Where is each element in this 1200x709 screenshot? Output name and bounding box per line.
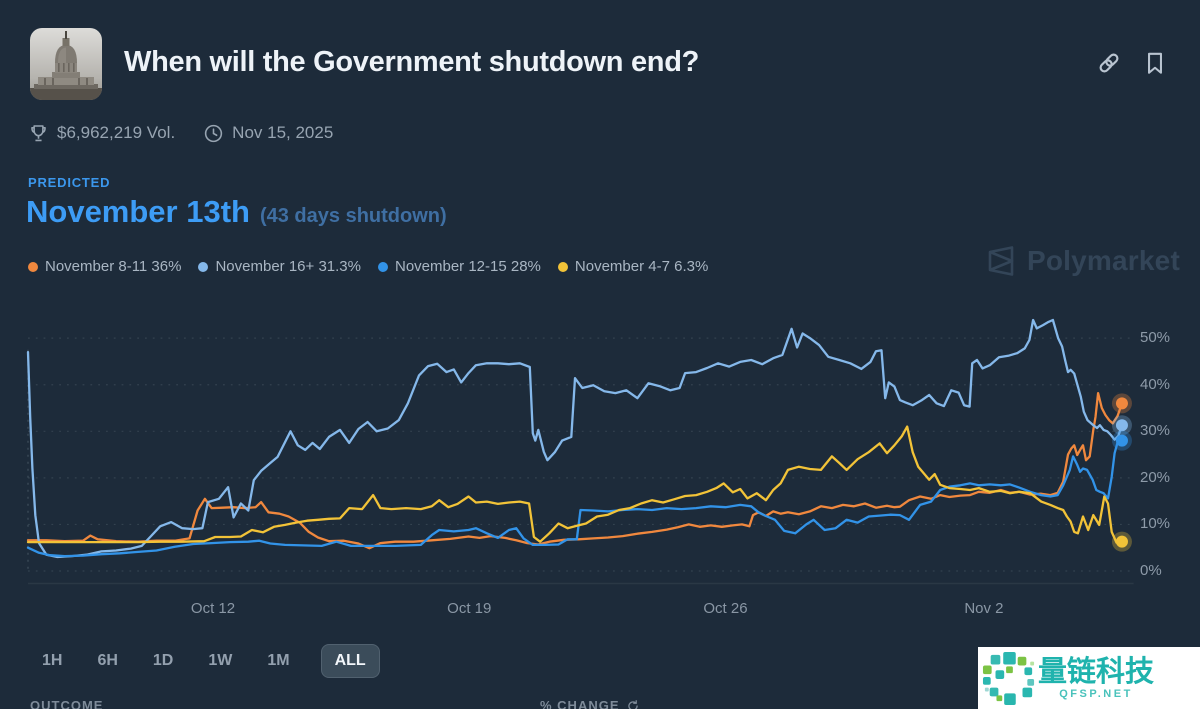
site-watermark: 量链科技 QFSP.NET [978, 647, 1200, 709]
y-axis-tick: 50% [1140, 329, 1171, 347]
y-axis-tick: 40% [1140, 375, 1171, 393]
site-watermark-title: 量链科技 [1038, 655, 1155, 688]
legend-item-nov-12-15[interactable]: November 12-15 28% [377, 258, 541, 275]
volume-text: $6,962,219 Vol. [57, 123, 176, 142]
outcome-column-header: OUTCOME [30, 698, 104, 709]
market-image-capitol [30, 28, 102, 100]
refresh-icon[interactable] [626, 699, 640, 709]
timeframe-1h-button[interactable]: 1H [42, 652, 63, 669]
y-axis-tick: 20% [1140, 468, 1171, 486]
legend-dot-icon [377, 261, 388, 272]
predicted-note: (43 days shutdown) [259, 205, 447, 227]
legend-dot-icon [557, 261, 568, 272]
y-axis-tick: 0% [1140, 562, 1162, 579]
timeframe-1m-button[interactable]: 1M [267, 652, 290, 669]
trophy-icon [31, 125, 46, 142]
clock-icon [205, 124, 223, 142]
legend-item-nov-16plus[interactable]: November 16+ 31.3% [198, 258, 361, 275]
outcome-table-header: OUTCOME % CHANGE [30, 698, 1170, 709]
y-axis-tick: 10% [1140, 515, 1171, 533]
timeframe-selector: 1H 6H 1D 1W 1M ALL [38, 644, 380, 678]
legend-dot-icon [198, 261, 209, 272]
y-axis-tick: 30% [1140, 422, 1171, 440]
link-icon [1099, 53, 1119, 73]
x-axis-tick: Oct 12 [190, 600, 236, 617]
end-date-text: Nov 15, 2025 [232, 123, 334, 142]
page-title: When will the Government shutdown end? [124, 46, 700, 78]
timeframe-6h-button[interactable]: 6H [97, 652, 118, 669]
polymarket-logo-icon [988, 246, 1014, 276]
legend-dot-icon [28, 261, 38, 272]
chart-hover-area[interactable] [28, 318, 1128, 584]
timeframe-1d-button[interactable]: 1D [152, 652, 174, 669]
x-axis-tick: Oct 26 [703, 600, 748, 617]
market-stats: $6,962,219 Vol. Nov 15, 2025 [28, 122, 333, 144]
copy-link-button[interactable] [1096, 50, 1122, 76]
change-column-header: % CHANGE [540, 698, 620, 709]
legend-item-nov-8-11[interactable]: November 8-11 36% [28, 258, 181, 275]
polymarket-watermark: Polymarket [984, 244, 1180, 278]
x-axis-tick: Oct 19 [447, 600, 492, 617]
timeframe-1w-button[interactable]: 1W [208, 652, 233, 669]
site-watermark-logo-icon [982, 651, 1035, 705]
x-axis-tick: Nov 2 [964, 600, 1004, 617]
predicted-value: November 13th [26, 194, 250, 229]
bookmark-icon [1148, 52, 1162, 74]
predicted-label: PREDICTED [28, 175, 111, 190]
polymarket-wordmark: Polymarket [1027, 245, 1180, 276]
timeframe-all-button[interactable]: ALL [320, 644, 380, 678]
site-watermark-url: QFSP.NET [1059, 687, 1133, 700]
bookmark-button[interactable] [1142, 50, 1168, 76]
chart-legend: November 8-11 36% November 16+ 31.3% Nov… [28, 258, 708, 275]
legend-item-nov-4-7[interactable]: November 4-7 6.3% [557, 258, 708, 275]
